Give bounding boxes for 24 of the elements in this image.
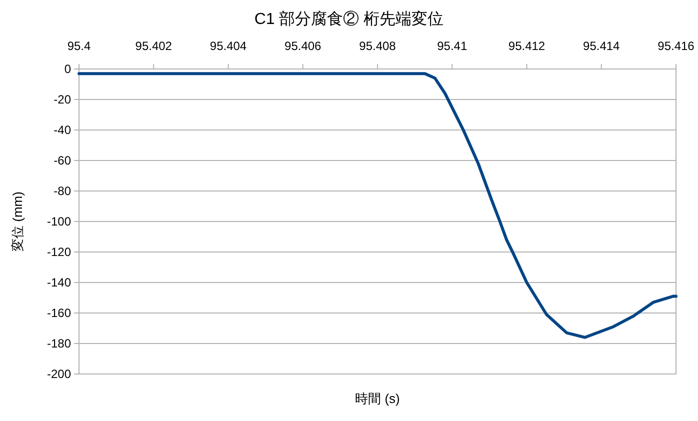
x-tick-label: 95.412 <box>508 39 546 53</box>
x-tick-label: 95.414 <box>583 39 620 53</box>
y-tick-label: -80 <box>54 184 72 198</box>
y-tick-label: -120 <box>46 245 72 259</box>
x-tick-label: 95.404 <box>210 39 247 53</box>
y-tick-label: -60 <box>54 154 72 168</box>
y-axis-title: 変位 (mm) <box>10 192 25 252</box>
y-tick-label: -180 <box>46 336 72 350</box>
y-tick-label: -140 <box>46 276 72 290</box>
y-tick-label: -100 <box>46 214 72 228</box>
x-tick-label: 95.41 <box>437 39 468 53</box>
x-tick-label: 95.406 <box>284 39 322 53</box>
y-tick-label: -40 <box>54 123 72 137</box>
y-tick-label: -20 <box>54 92 72 106</box>
x-tick-label: 95.408 <box>359 39 396 53</box>
y-tick-label: -160 <box>46 306 72 320</box>
x-tick-label: 95.4 <box>67 39 91 53</box>
x-axis-title: 時間 (s) <box>355 391 400 406</box>
line-series <box>78 72 678 339</box>
chart-title: C1 部分腐食② 桁先端変位 <box>254 10 444 28</box>
y-tick-label: 0 <box>64 62 72 76</box>
x-tick-label: 95.416 <box>658 39 695 53</box>
y-tick-label: -200 <box>46 367 72 381</box>
x-tick-label: 95.402 <box>135 39 172 53</box>
